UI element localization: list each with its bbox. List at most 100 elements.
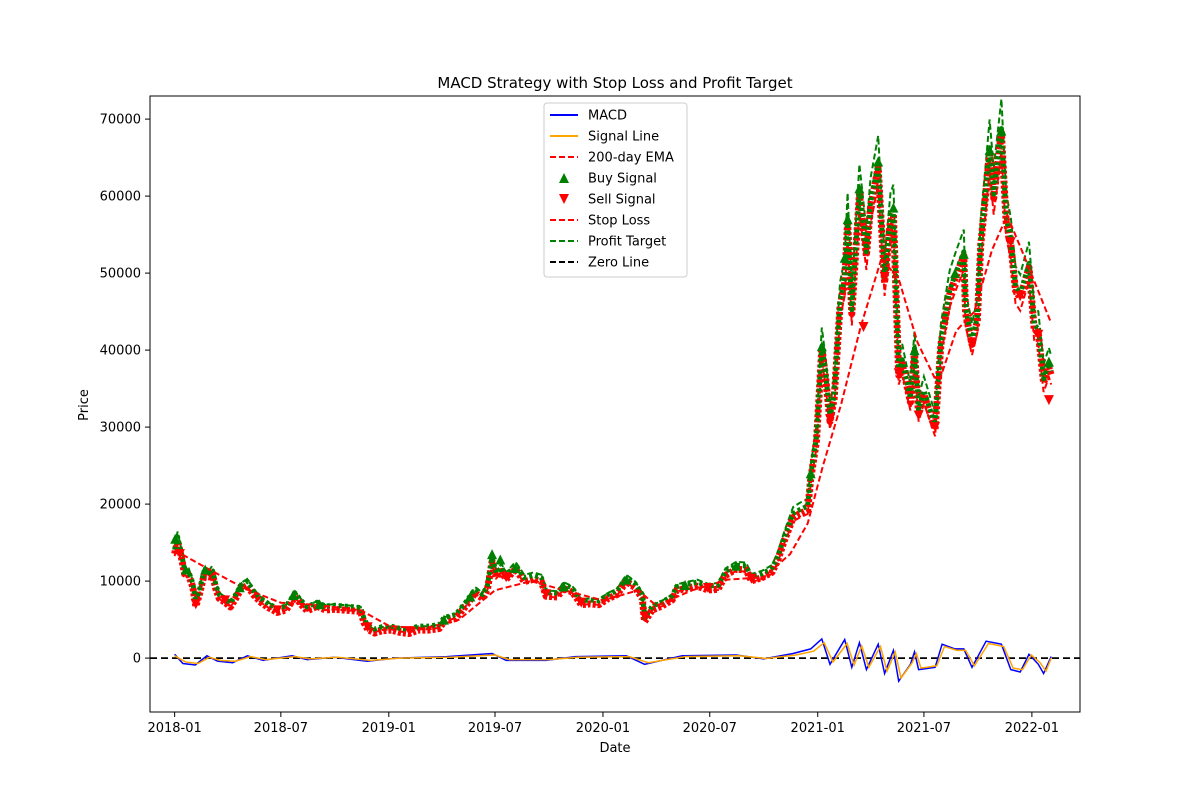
y-tick-label: 10000 (100, 575, 141, 590)
sell-signal-marker (703, 583, 713, 594)
buy-signal-marker (621, 574, 632, 585)
sell-signal-marker (404, 626, 415, 637)
sell-signal-marker (746, 573, 757, 584)
buy-signal-marker (984, 144, 995, 155)
legend-label: Buy Signal (588, 172, 657, 187)
sell-signal-marker (879, 271, 890, 282)
plot-frame (149, 95, 1081, 713)
signal-line (174, 641, 1052, 680)
buy-signal-marker (465, 591, 476, 602)
legend-label: Sell Signal (588, 193, 656, 208)
buy-signal-marker (200, 564, 211, 575)
sell-signal-marker (362, 622, 373, 633)
sell-signal-marker (913, 410, 924, 421)
buy-signal-marker (495, 554, 506, 565)
buy-signal-marker (314, 599, 325, 610)
x-tick-label: 2019-07 (468, 721, 522, 736)
sell-signal-marker (639, 611, 650, 622)
y-tick-label: 50000 (100, 267, 141, 282)
buy-signal-marker (888, 202, 899, 213)
buy-signal-marker (487, 549, 498, 560)
legend-item: Sell Signal (559, 193, 656, 208)
ema-200-line (174, 212, 1053, 630)
chart-title: MACD Strategy with Stop Loss and Profit … (437, 74, 792, 92)
buy-signal-marker (854, 183, 865, 194)
legend-box (543, 102, 688, 278)
buy-signal-marker (180, 564, 191, 575)
x-axis-title: Date (599, 741, 630, 756)
sell-signal-marker (893, 368, 904, 379)
buy-signal-markers (170, 125, 1054, 625)
x-tick-label: 2021-07 (897, 721, 951, 736)
sell-signal-marker (174, 549, 185, 560)
sell-signal-marker (967, 337, 978, 348)
legend-item: MACD (550, 109, 627, 124)
sell-signal-marker (1033, 329, 1044, 340)
legend-item: Zero Line (550, 256, 649, 271)
legend-label: Profit Target (588, 235, 666, 250)
sell-signal-marker (930, 422, 941, 433)
sell-signal-marker (1005, 237, 1016, 248)
y-tick-label: 60000 (100, 190, 141, 205)
sell-signal-markers (174, 237, 1054, 637)
y-tick-label: 70000 (100, 113, 141, 128)
legend-label: Zero Line (588, 256, 649, 271)
buy-signal-marker (680, 579, 691, 590)
x-tick-label: 2020-01 (576, 721, 630, 736)
legend: MACD Signal Line 200-day EMA Buy Signal Sell… (543, 102, 688, 278)
buy-signal-marker (731, 560, 742, 571)
sell-signal-marker (501, 572, 512, 583)
plot-area (150, 98, 1080, 684)
buy-signal-marker (288, 589, 299, 600)
legend-swatch (559, 173, 569, 183)
x-tick-label: 2018-01 (147, 721, 201, 736)
buy-signal-marker (805, 468, 816, 479)
y-axis-title: Price (77, 389, 92, 421)
sell-signal-marker (541, 589, 552, 600)
legend-item: Buy Signal (559, 172, 657, 187)
price-trace-green (172, 126, 1054, 632)
y-axis: 0 10000 20000 30000 40000 50000 60000 70000 (100, 113, 150, 667)
y-tick-label: 0 (133, 652, 141, 667)
y-tick-label: 30000 (100, 421, 141, 436)
legend-label: Stop Loss (588, 214, 650, 229)
buy-signal-marker (234, 582, 245, 593)
x-tick-label: 2019-01 (362, 721, 416, 736)
legend-label: MACD (588, 109, 627, 124)
buy-signal-marker (873, 156, 884, 167)
legend-item: Signal Line (550, 130, 659, 145)
x-tick-label: 2021-01 (791, 721, 845, 736)
buy-signal-marker (909, 345, 920, 356)
buy-signal-marker (558, 581, 569, 592)
sell-signal-marker (825, 414, 836, 425)
legend-swatch (559, 194, 569, 204)
sell-signal-marker (272, 605, 283, 616)
y-tick-label: 20000 (100, 498, 141, 513)
sell-signal-marker (858, 322, 869, 332)
sell-signal-marker (190, 599, 201, 610)
x-axis: 2018-01 2018-07 2019-01 2019-07 2020-01 2020-… (147, 712, 1059, 736)
legend-label: Signal Line (588, 130, 659, 145)
buy-signal-marker (958, 248, 969, 259)
sell-signal-marker (1043, 395, 1054, 406)
x-tick-label: 2022-01 (1005, 721, 1059, 736)
sell-signal-marker (1015, 291, 1026, 302)
buy-signal-marker (842, 214, 853, 225)
buy-signal-marker (816, 341, 827, 352)
x-tick-label: 2020-07 (683, 721, 737, 736)
buy-signal-marker (839, 252, 850, 263)
buy-signal-marker (438, 614, 449, 625)
legend-item: 200-day EMA (550, 151, 674, 166)
legend-label: 200-day EMA (588, 151, 674, 166)
buy-signal-marker (950, 268, 961, 279)
buy-signal-marker (996, 125, 1007, 136)
buy-signal-marker (1043, 356, 1054, 367)
buy-signal-marker (510, 563, 521, 574)
sell-signal-marker (576, 597, 587, 608)
y-tick-label: 40000 (100, 344, 141, 359)
sell-signal-marker (220, 595, 231, 606)
buy-signal-marker (170, 533, 181, 544)
legend-item: Profit Target (550, 235, 666, 250)
